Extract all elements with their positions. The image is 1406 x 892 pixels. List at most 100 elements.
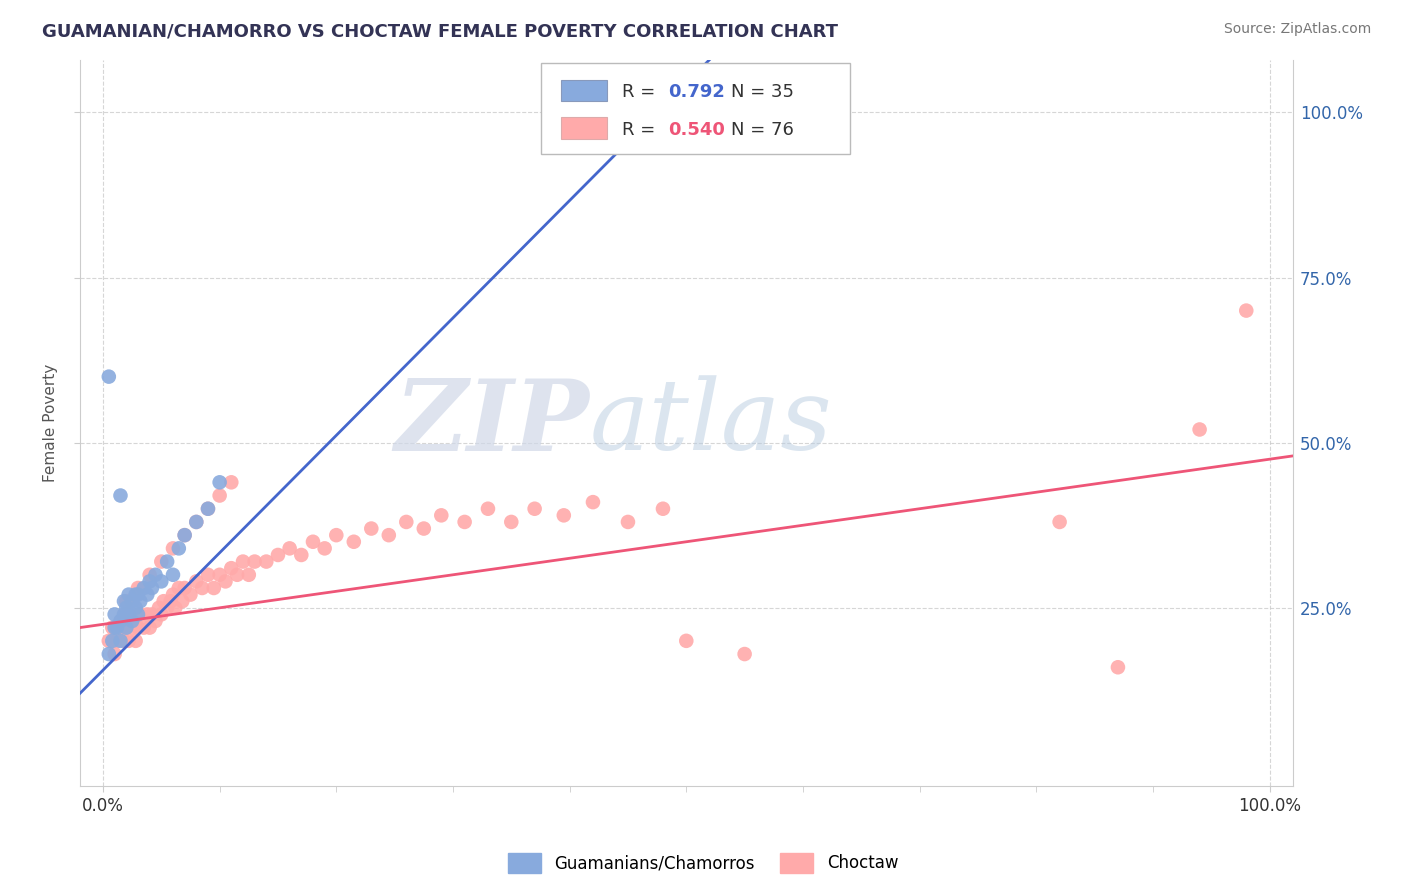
Point (110, 489, 132, 503)
Point (1188, 422, 1211, 436)
Text: R =: R = (621, 83, 661, 101)
Point (197, 567, 219, 582)
Point (208, 567, 231, 582)
Point (202, 581, 225, 595)
Point (162, 541, 184, 556)
Point (97, 647, 120, 661)
Point (173, 581, 195, 595)
Point (173, 528, 195, 542)
Point (124, 600, 146, 615)
Point (115, 594, 138, 608)
Point (226, 567, 249, 582)
Text: GUAMANIAN/CHAMORRO VS CHOCTAW FEMALE POVERTY CORRELATION CHART: GUAMANIAN/CHAMORRO VS CHOCTAW FEMALE POV… (42, 22, 838, 40)
Point (214, 574, 236, 589)
Point (112, 633, 135, 648)
Point (136, 607, 159, 622)
Point (412, 522, 434, 536)
Point (110, 621, 132, 635)
Point (145, 567, 167, 582)
Point (343, 534, 366, 549)
Point (167, 541, 190, 556)
Text: N = 76: N = 76 (731, 120, 794, 138)
Point (150, 574, 173, 589)
Point (115, 600, 138, 615)
Point (110, 614, 132, 628)
Text: 0.540: 0.540 (668, 120, 725, 138)
Text: Source: ZipAtlas.com: Source: ZipAtlas.com (1223, 22, 1371, 37)
Point (254, 555, 277, 569)
Point (453, 515, 475, 529)
Point (165, 600, 187, 615)
Point (675, 633, 697, 648)
Point (582, 495, 605, 509)
Point (186, 515, 208, 529)
Point (162, 588, 184, 602)
Point (232, 555, 254, 569)
Point (138, 567, 160, 582)
Y-axis label: Female Poverty: Female Poverty (44, 364, 58, 482)
Point (138, 574, 160, 589)
Point (124, 633, 146, 648)
Point (172, 594, 194, 608)
Point (173, 528, 195, 542)
Point (1107, 660, 1129, 674)
Point (104, 647, 127, 661)
Point (159, 594, 181, 608)
Point (97, 369, 120, 384)
Point (162, 567, 184, 582)
Point (191, 581, 214, 595)
Point (278, 541, 301, 556)
Point (132, 581, 155, 595)
Point (302, 534, 325, 549)
FancyBboxPatch shape (561, 117, 607, 139)
Point (378, 528, 401, 542)
Point (117, 633, 139, 648)
Point (127, 607, 149, 622)
Point (208, 475, 231, 490)
Text: atlas: atlas (589, 376, 832, 470)
Point (186, 574, 208, 589)
Point (208, 489, 231, 503)
Point (112, 594, 135, 608)
Point (150, 555, 173, 569)
Point (115, 621, 138, 635)
Point (652, 501, 675, 516)
Point (141, 607, 163, 622)
Point (150, 607, 173, 622)
Point (141, 581, 163, 595)
Point (97, 633, 120, 648)
Point (121, 614, 143, 628)
Text: R =: R = (621, 120, 661, 138)
Point (221, 561, 243, 575)
Point (148, 600, 170, 615)
Text: N = 35: N = 35 (731, 83, 794, 101)
Text: 0.792: 0.792 (668, 83, 725, 101)
Point (101, 633, 124, 648)
Legend: Guamanians/Chamorros, Choctaw: Guamanians/Chamorros, Choctaw (501, 847, 905, 880)
Point (127, 588, 149, 602)
Point (156, 555, 179, 569)
Point (501, 515, 523, 529)
Point (243, 555, 266, 569)
FancyBboxPatch shape (541, 63, 851, 154)
Point (314, 541, 336, 556)
Point (523, 501, 546, 516)
Point (136, 588, 159, 602)
Point (734, 647, 756, 661)
Point (129, 594, 152, 608)
Point (360, 522, 382, 536)
Point (186, 515, 208, 529)
Point (104, 621, 127, 635)
Point (105, 621, 128, 635)
Point (1234, 303, 1257, 318)
Point (167, 581, 190, 595)
Point (197, 501, 219, 516)
Point (156, 600, 179, 615)
Point (117, 607, 139, 622)
Point (127, 581, 149, 595)
Point (112, 607, 135, 622)
Point (121, 594, 143, 608)
Point (124, 588, 146, 602)
Point (1049, 515, 1071, 529)
Point (197, 501, 219, 516)
